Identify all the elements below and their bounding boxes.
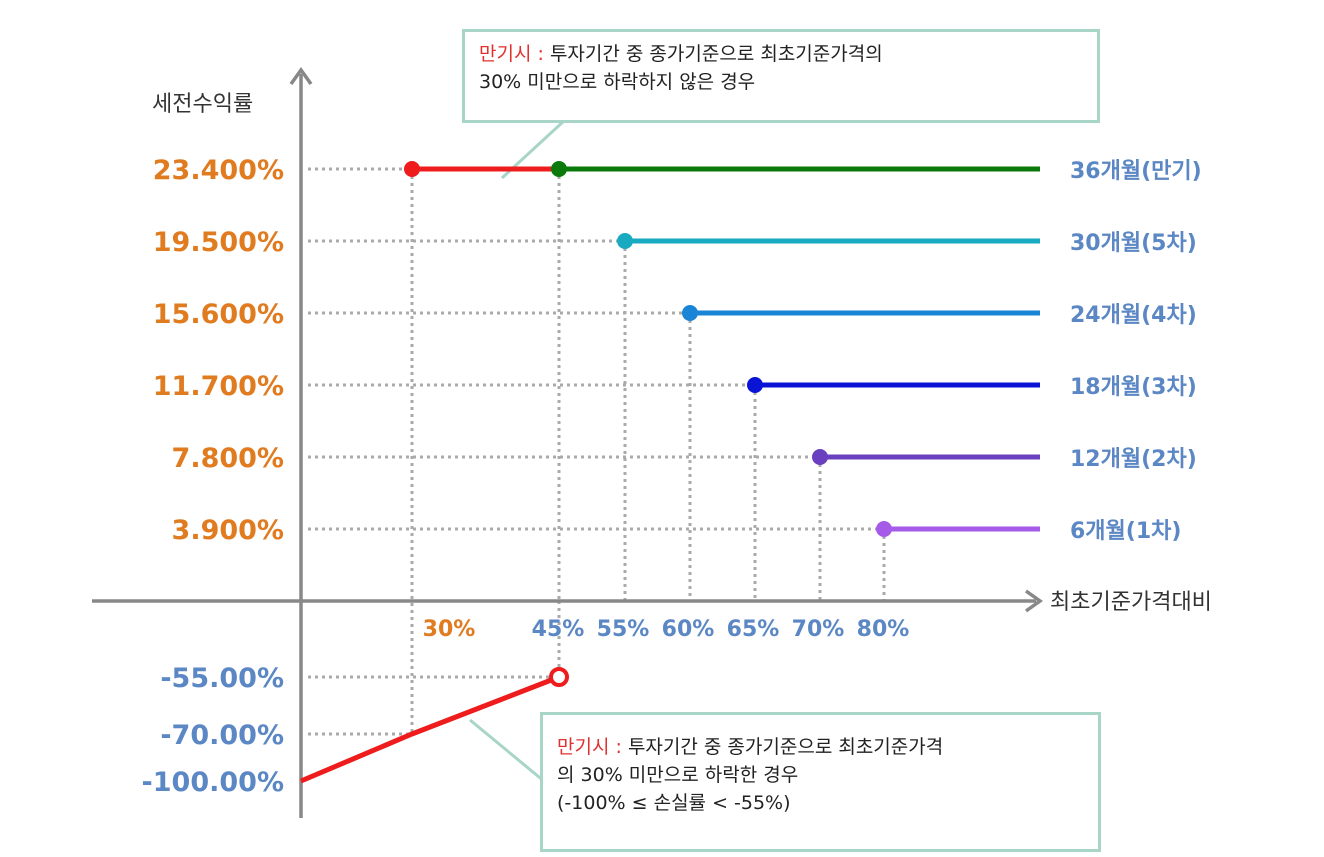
y-tick-label-0: 23.400% (153, 155, 284, 186)
series-point-2 (682, 305, 698, 321)
series-lines (300, 166, 1040, 784)
y-axis-title: 세전수익률 (152, 92, 253, 117)
callout-no-knockin: 만기시 : 투자기간 중 종가기준으로 최초기준가격의 30% 미만으로 하락하… (462, 29, 1100, 123)
y-tick-label-4: 7.800% (172, 443, 284, 474)
x-tick-label-6: 80% (857, 617, 910, 642)
series-point-5 (876, 521, 892, 537)
callout-no-knockin-highlight: 만기시 : (479, 43, 544, 65)
x-tick-label-3: 60% (662, 617, 715, 642)
callout-knockin-text-1: 투자기간 중 종가기준으로 최초기준가격 (627, 736, 944, 758)
chart-labels: 36개월(만기) 30개월(5차) 24개월(4차) 18개월(3차) 12개월(2차)… (142, 155, 1202, 798)
x-tick-label-5: 70% (792, 617, 845, 642)
series-label-1: 30개월(5차) (1070, 231, 1197, 256)
series-points (404, 161, 892, 687)
series-label-3: 18개월(3차) (1070, 375, 1197, 400)
guide-lines (308, 167, 886, 736)
callout-knockin-line-1: 만기시 : 투자기간 중 종가기준으로 최초기준가격 (557, 733, 1084, 761)
y-tick-label-7: -70.00% (160, 720, 284, 751)
x-tick-label-1: 45% (532, 617, 585, 642)
y-tick-label-1: 19.500% (153, 227, 284, 258)
series-label-0: 36개월(만기) (1070, 159, 1202, 184)
callout-knockin: 만기시 : 투자기간 중 종가기준으로 최초기준가격 의 30% 미만으로 하락… (540, 712, 1101, 852)
loss-end-point (549, 667, 569, 687)
callout-knockin-text-3: (-100% ≤ 손실률 < -55%) (557, 792, 791, 814)
loss-line (300, 674, 560, 784)
x-tick-label-2: 55% (597, 617, 650, 642)
callout-knockin-highlight: 만기시 : (557, 736, 622, 758)
series-label-2: 24개월(4차) (1070, 303, 1197, 328)
callout-connector-bottom (469, 718, 546, 784)
y-axis-arrow (289, 66, 313, 86)
y-tick-label-8: -100.00% (142, 767, 284, 798)
callout-no-knockin-text-2: 30% 미만으로 하락하지 않은 경우 (479, 71, 756, 93)
x-tick-label-0: 30% (423, 617, 476, 642)
series-point-0 (551, 161, 567, 177)
y-tick-label-6: -55.00% (160, 663, 284, 694)
callout-knockin-text-2: 의 30% 미만으로 하락한 경우 (557, 764, 799, 786)
series-label-5: 6개월(1차) (1070, 519, 1181, 544)
x-axis-title: 최초기준가격대비 (1050, 590, 1212, 615)
x-axis-arrow (1024, 589, 1044, 613)
maturity-point (404, 161, 420, 177)
y-tick-label-3: 11.700% (153, 371, 284, 402)
callout-no-knockin-line-1: 만기시 : 투자기간 중 종가기준으로 최초기준가격의 (479, 40, 1083, 68)
callout-no-knockin-text-1: 투자기간 중 종가기준으로 최초기준가격의 (549, 43, 883, 65)
y-tick-label-2: 15.600% (153, 299, 284, 330)
y-tick-label-5: 3.900% (172, 515, 284, 546)
series-point-4 (812, 449, 828, 465)
series-point-3 (747, 377, 763, 393)
series-point-1 (617, 233, 633, 249)
x-tick-label-4: 65% (727, 617, 780, 642)
series-label-4: 12개월(2차) (1070, 447, 1197, 472)
axes (92, 66, 1044, 818)
